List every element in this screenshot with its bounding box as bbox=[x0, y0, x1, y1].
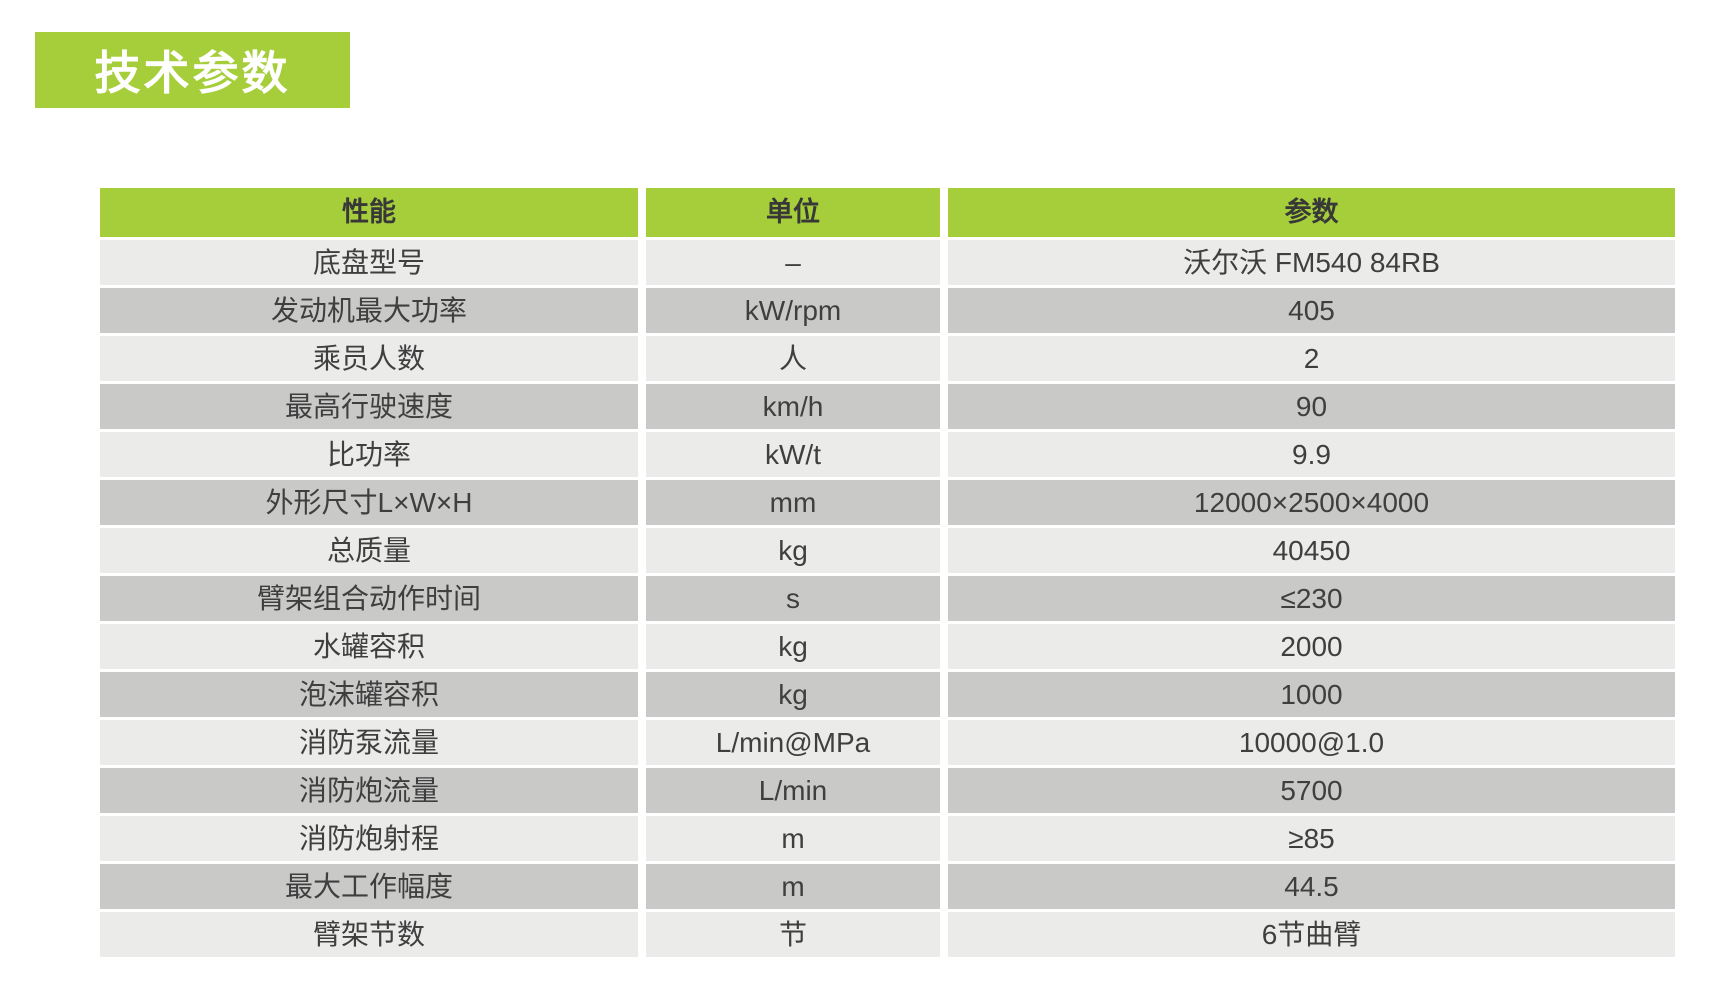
table-row: 底盘型号 – 沃尔沃 FM540 84RB bbox=[100, 240, 1675, 285]
cell-value: 5700 bbox=[948, 768, 1675, 813]
cell-performance: 消防炮射程 bbox=[100, 816, 638, 861]
table-row: 消防炮流量 L/min 5700 bbox=[100, 768, 1675, 813]
cell-unit: L/min@MPa bbox=[646, 720, 940, 765]
cell-value: 沃尔沃 FM540 84RB bbox=[948, 240, 1675, 285]
cell-performance: 底盘型号 bbox=[100, 240, 638, 285]
cell-performance: 发动机最大功率 bbox=[100, 288, 638, 333]
cell-value: 2000 bbox=[948, 624, 1675, 669]
page-title-banner: 技术参数 bbox=[35, 32, 350, 108]
spec-table: 性能 单位 参数 底盘型号 – 沃尔沃 FM540 84RB 发动机最大功率 k… bbox=[100, 188, 1675, 957]
header-cell-performance: 性能 bbox=[100, 188, 638, 237]
cell-unit: km/h bbox=[646, 384, 940, 429]
cell-value: 44.5 bbox=[948, 864, 1675, 909]
cell-unit: mm bbox=[646, 480, 940, 525]
cell-performance: 最高行驶速度 bbox=[100, 384, 638, 429]
cell-unit: kg bbox=[646, 528, 940, 573]
table-row: 比功率 kW/t 9.9 bbox=[100, 432, 1675, 477]
cell-performance: 总质量 bbox=[100, 528, 638, 573]
cell-performance: 比功率 bbox=[100, 432, 638, 477]
cell-unit: s bbox=[646, 576, 940, 621]
table-row: 乘员人数 人 2 bbox=[100, 336, 1675, 381]
cell-performance: 臂架组合动作时间 bbox=[100, 576, 638, 621]
cell-performance: 乘员人数 bbox=[100, 336, 638, 381]
table-row: 消防泵流量 L/min@MPa 10000@1.0 bbox=[100, 720, 1675, 765]
table-row: 消防炮射程 m ≥85 bbox=[100, 816, 1675, 861]
cell-unit: kg bbox=[646, 624, 940, 669]
table-body: 底盘型号 – 沃尔沃 FM540 84RB 发动机最大功率 kW/rpm 405… bbox=[100, 240, 1675, 957]
cell-value: 10000@1.0 bbox=[948, 720, 1675, 765]
cell-value: 90 bbox=[948, 384, 1675, 429]
table-row: 臂架节数 节 6节曲臂 bbox=[100, 912, 1675, 957]
table-row: 最高行驶速度 km/h 90 bbox=[100, 384, 1675, 429]
cell-performance: 泡沫罐容积 bbox=[100, 672, 638, 717]
cell-value: 1000 bbox=[948, 672, 1675, 717]
cell-value: 405 bbox=[948, 288, 1675, 333]
cell-unit: – bbox=[646, 240, 940, 285]
table-row: 水罐容积 kg 2000 bbox=[100, 624, 1675, 669]
cell-unit: 节 bbox=[646, 912, 940, 957]
cell-value: 6节曲臂 bbox=[948, 912, 1675, 957]
table-row: 总质量 kg 40450 bbox=[100, 528, 1675, 573]
cell-value: ≥85 bbox=[948, 816, 1675, 861]
cell-value: 12000×2500×4000 bbox=[948, 480, 1675, 525]
cell-performance: 臂架节数 bbox=[100, 912, 638, 957]
table-row: 外形尺寸L×W×H mm 12000×2500×4000 bbox=[100, 480, 1675, 525]
cell-performance: 消防泵流量 bbox=[100, 720, 638, 765]
table-row: 臂架组合动作时间 s ≤230 bbox=[100, 576, 1675, 621]
cell-performance: 消防炮流量 bbox=[100, 768, 638, 813]
table-row: 最大工作幅度 m 44.5 bbox=[100, 864, 1675, 909]
table-row: 泡沫罐容积 kg 1000 bbox=[100, 672, 1675, 717]
cell-unit: m bbox=[646, 816, 940, 861]
cell-value: 2 bbox=[948, 336, 1675, 381]
page-title: 技术参数 bbox=[94, 47, 291, 99]
cell-performance: 最大工作幅度 bbox=[100, 864, 638, 909]
cell-unit: 人 bbox=[646, 336, 940, 381]
cell-unit: m bbox=[646, 864, 940, 909]
table-row: 发动机最大功率 kW/rpm 405 bbox=[100, 288, 1675, 333]
cell-unit: kg bbox=[646, 672, 940, 717]
cell-unit: kW/rpm bbox=[646, 288, 940, 333]
header-cell-value: 参数 bbox=[948, 188, 1675, 237]
cell-value: 9.9 bbox=[948, 432, 1675, 477]
table-header-row: 性能 单位 参数 bbox=[100, 188, 1675, 237]
cell-performance: 水罐容积 bbox=[100, 624, 638, 669]
cell-unit: kW/t bbox=[646, 432, 940, 477]
header-cell-unit: 单位 bbox=[646, 188, 940, 237]
cell-value: ≤230 bbox=[948, 576, 1675, 621]
cell-unit: L/min bbox=[646, 768, 940, 813]
cell-performance: 外形尺寸L×W×H bbox=[100, 480, 638, 525]
cell-value: 40450 bbox=[948, 528, 1675, 573]
